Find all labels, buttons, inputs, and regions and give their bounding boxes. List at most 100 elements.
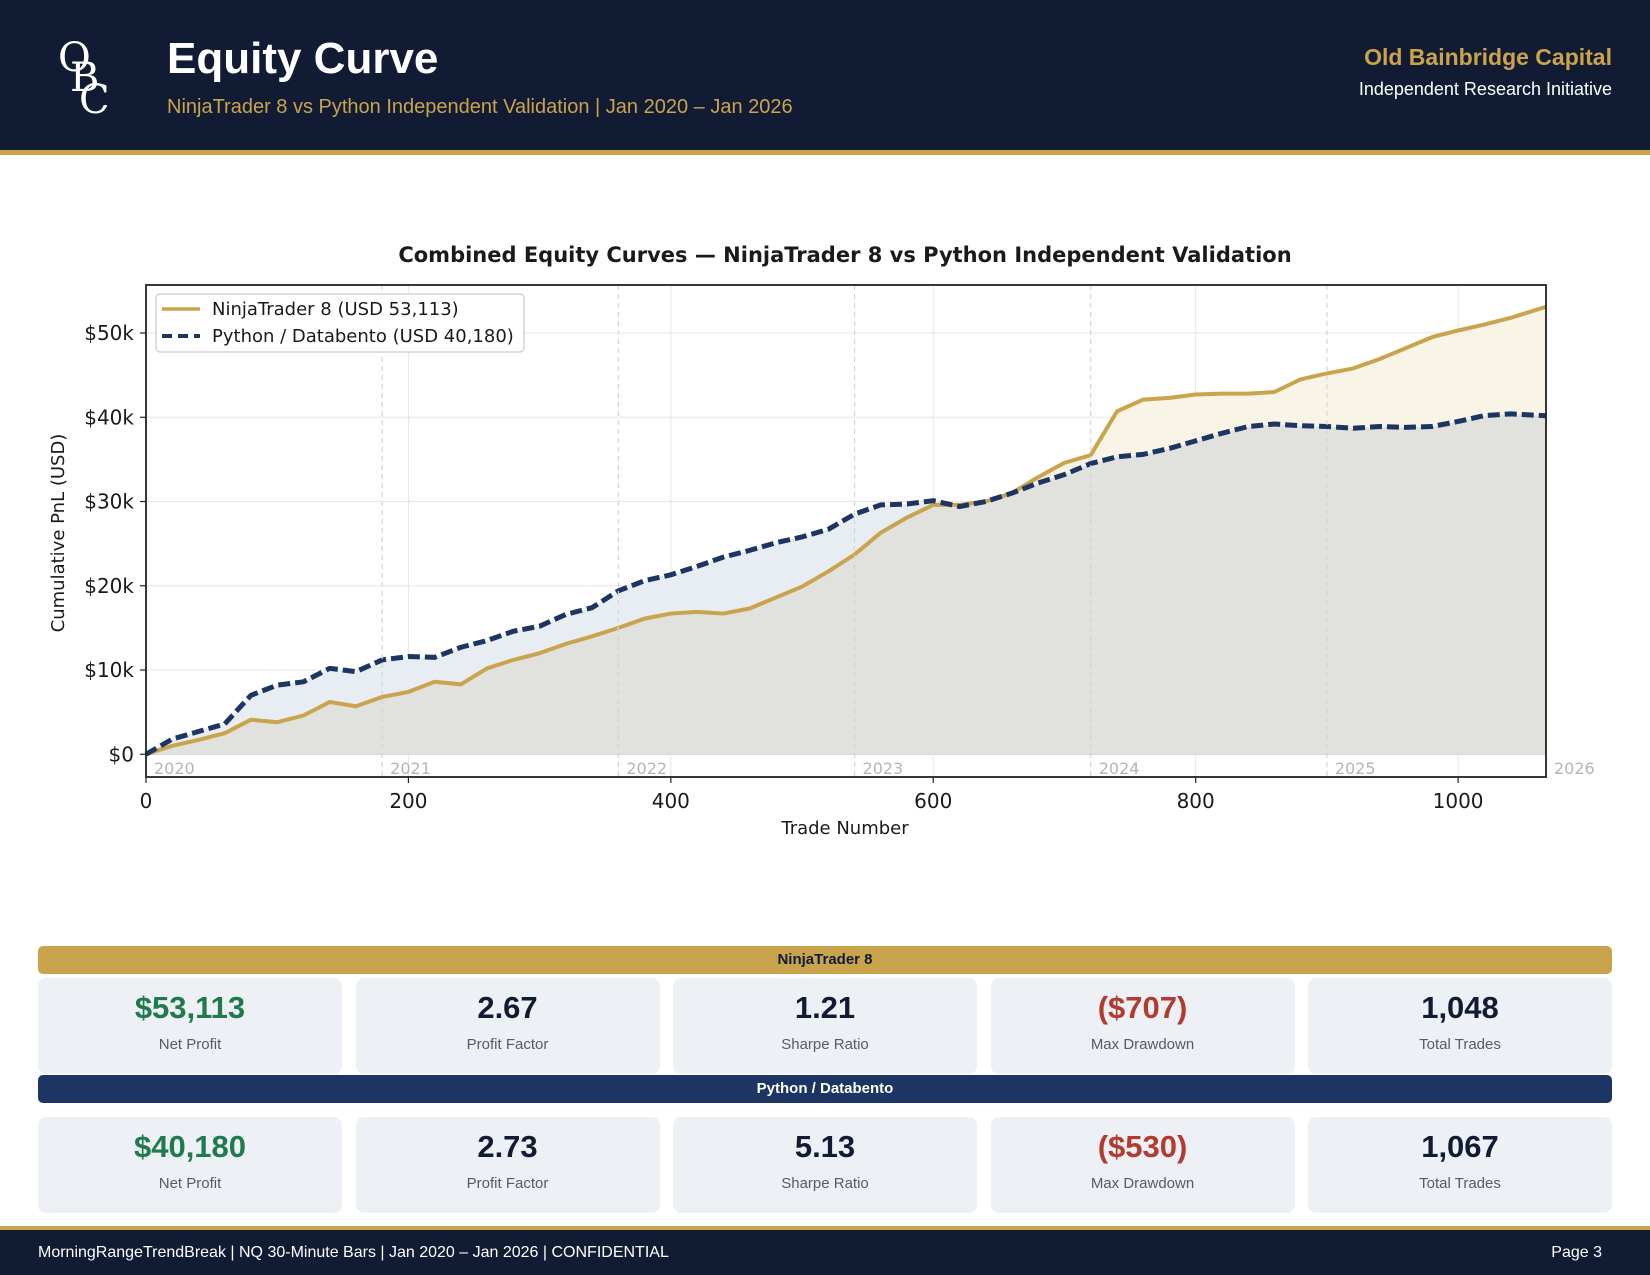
ninjatrader-stat-cards: $53,113 Net Profit 2.67 Profit Factor 1.21 Sh…: [38, 978, 1612, 1074]
equity-chart: Combined Equity Curves — NinjaTrader 8 v…: [48, 243, 1595, 839]
stat-card-total-trades: 1,048 Total Trades: [1308, 978, 1612, 1074]
gap-fill-segment: [1221, 393, 1249, 434]
y-tick-label: $0: [109, 742, 134, 766]
stat-label: Max Drawdown: [1090, 1175, 1195, 1192]
footer-caption: MorningRangeTrendBreak | NQ 30-Minute Ba…: [38, 1244, 669, 1261]
stat-value: $53,113: [134, 990, 246, 1025]
gap-fill-segment: [854, 504, 881, 555]
ninjatrader-section-header: NinjaTrader 8: [38, 946, 1612, 974]
python-section-header: Python / Databento: [38, 1075, 1612, 1103]
gap-fill-segment: [618, 580, 645, 628]
gap-fill-segment: [329, 668, 356, 707]
gap-fill-segment: [1405, 337, 1432, 428]
series-line-ninjatrader: [145, 304, 1547, 757]
firm-tagline: Independent Research Initiative: [1358, 79, 1612, 99]
x-tick-label: 400: [652, 789, 690, 813]
stat-label: Profit Factor: [466, 1175, 549, 1192]
stat-card-sharpe-ratio: 5.13 Sharpe Ratio: [673, 1117, 977, 1213]
x-tick-label: 600: [914, 789, 952, 813]
y-tick-label: $20k: [84, 574, 134, 598]
stat-value: 1,048: [1421, 990, 1499, 1025]
gap-fill-segment: [460, 640, 488, 685]
page-number: Page 3: [1551, 1244, 1602, 1261]
y-tick-label: $30k: [84, 490, 134, 514]
page-title: Equity Curve: [167, 34, 439, 83]
stat-card-max-drawdown: ($530) Max Drawdown: [990, 1117, 1295, 1213]
report-header: O B C Equity Curve NinjaTrader 8 vs Pyth…: [0, 0, 1650, 150]
year-label: 2024: [1099, 759, 1140, 778]
stat-label: Profit Factor: [466, 1036, 549, 1053]
year-label: 2023: [863, 759, 904, 778]
plot-frame: [145, 284, 1547, 778]
gap-fill-segment: [382, 656, 409, 697]
stat-value: ($707): [1097, 990, 1188, 1025]
stat-label: Total Trades: [1419, 1036, 1501, 1053]
logo-letter-c: C: [79, 77, 110, 123]
gap-fill-segment: [775, 536, 803, 598]
header-divider: [0, 150, 1650, 155]
x-tick-label: 1000: [1433, 789, 1484, 813]
stat-card-net-profit: $53,113 Net Profit: [38, 978, 342, 1074]
page-subtitle: NinjaTrader 8 vs Python Independent Vali…: [167, 96, 793, 118]
gap-fill-segment: [1458, 324, 1485, 422]
gap-fill-segment: [1248, 391, 1275, 427]
gap-fill-segment: [565, 607, 593, 644]
gap-fill-segment: [880, 504, 908, 533]
gap-fill-segment: [670, 566, 698, 614]
stat-card-profit-factor: 2.73 Profit Factor: [355, 1117, 660, 1213]
gap-fill-segment: [592, 590, 619, 637]
stat-value: ($530): [1097, 1129, 1188, 1164]
gap-fill-segment: [434, 647, 461, 685]
footer-divider: [0, 1226, 1650, 1230]
shared-area-fill: [146, 413, 1546, 755]
y-tick-label: $10k: [84, 658, 134, 682]
gap-fill-segment: [1510, 306, 1546, 416]
gap-fill-segment: [1116, 399, 1144, 457]
chart-legend: NinjaTrader 8 (USD 53,113) Python / Data…: [155, 293, 525, 353]
axis-layer: $0 $10k $20k $30k $40k $50k 0 200 400 600 800 1000: [84, 284, 1547, 813]
gap-fill-segment: [1353, 359, 1380, 429]
y-axis-label: Cumulative PnL (USD): [48, 434, 69, 633]
python-stat-cards: $40,180 Net Profit 2.73 Profit Factor 5.13 Sh…: [38, 1117, 1612, 1213]
stat-label: Sharpe Ratio: [781, 1175, 869, 1192]
gap-fill-segment: [723, 550, 750, 614]
gap-fill-segment: [172, 731, 199, 746]
legend-label-ninjatrader: NinjaTrader 8 (USD 53,113): [212, 299, 459, 320]
legend-box: [155, 293, 525, 353]
gap-fill-segment: [1379, 348, 1406, 428]
gap-fill-segment: [1143, 397, 1170, 455]
firm-name: Old Bainbridge Capital: [1364, 44, 1612, 70]
x-tick-label: 200: [389, 789, 427, 813]
gap-fill-segment: [1484, 317, 1511, 416]
gap-fill-segment: [1326, 368, 1354, 429]
stat-card-max-drawdown: ($707) Max Drawdown: [990, 978, 1295, 1074]
y-tick-label: $50k: [84, 321, 134, 345]
series-line-python: [144, 411, 1547, 757]
y-tick-label: $40k: [84, 405, 134, 429]
year-label: 2026: [1554, 759, 1595, 778]
stat-value: $40,180: [133, 1129, 247, 1164]
gap-fill-segment: [749, 542, 776, 609]
stat-value: 1.21: [794, 990, 856, 1025]
stat-value: 5.13: [794, 1129, 856, 1164]
year-markers: 2020 2021 2022 2023 2024 2025 2026: [154, 285, 1595, 778]
x-tick-label: 0: [140, 789, 153, 813]
year-label: 2021: [390, 759, 431, 778]
stat-value: 1,067: [1421, 1129, 1499, 1164]
stat-card-profit-factor: 2.67 Profit Factor: [355, 978, 660, 1074]
x-axis-label: Trade Number: [780, 818, 909, 839]
firm-logo: O B C: [50, 38, 120, 120]
line-layer: [144, 304, 1547, 757]
year-label: 2020: [154, 759, 195, 778]
stat-label: Max Drawdown: [1090, 1036, 1195, 1053]
logo-letter-o: O: [58, 35, 91, 81]
gap-fill-segment: [697, 557, 724, 614]
stat-value: 2.73: [477, 1129, 538, 1164]
gap-fill-segment: [1300, 373, 1327, 427]
gap-fill-segment: [1195, 393, 1222, 441]
gap-fill-segment: [1431, 330, 1459, 427]
x-tick-label: 800: [1177, 789, 1215, 813]
stat-card-total-trades: 1,067 Total Trades: [1308, 1117, 1612, 1213]
gap-fill-segment: [1169, 394, 1196, 449]
stat-card-net-profit: $40,180 Net Profit: [38, 1117, 342, 1213]
